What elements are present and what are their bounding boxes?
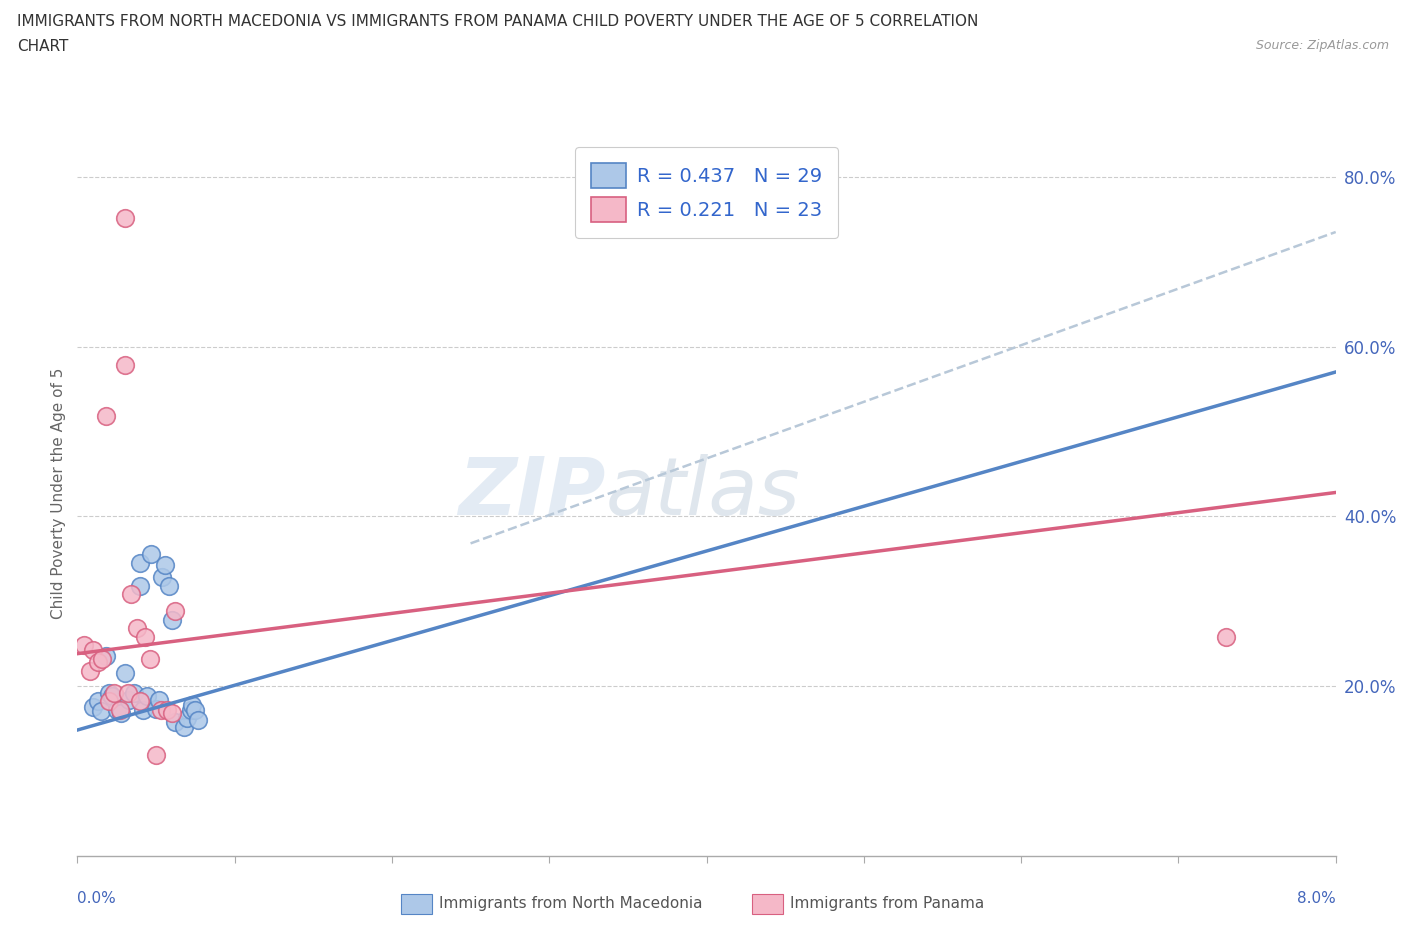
Point [187, 712, 209, 727]
Point [101, 688, 124, 703]
Point [145, 748, 167, 763]
Text: ZIP: ZIP [458, 454, 606, 532]
Point [141, 547, 163, 562]
Point [114, 358, 136, 373]
Point [145, 701, 167, 716]
Point [114, 210, 136, 225]
Point [127, 621, 149, 636]
Point [132, 702, 155, 717]
Point [184, 702, 207, 717]
Point [94, 408, 117, 423]
Point [134, 630, 156, 644]
Point [120, 587, 142, 602]
Point [135, 688, 157, 703]
Y-axis label: Child Poverty Under the Age of 5: Child Poverty Under the Age of 5 [51, 367, 66, 618]
Point [108, 702, 131, 717]
Point [156, 702, 179, 717]
Point [90, 704, 112, 719]
Point [180, 702, 202, 717]
Legend: R = 0.437   N = 29, R = 0.221   N = 23: R = 0.437 N = 29, R = 0.221 N = 23 [575, 147, 838, 238]
Point [163, 714, 186, 729]
Point [82, 643, 104, 658]
Point [114, 666, 136, 681]
Point [91, 651, 114, 666]
Text: Source: ZipAtlas.com: Source: ZipAtlas.com [1256, 39, 1389, 52]
Point [118, 693, 141, 708]
Point [94, 649, 117, 664]
Point [173, 719, 195, 734]
Point [176, 711, 198, 725]
Point [1215, 630, 1237, 644]
Point [87, 655, 110, 670]
Point [157, 578, 180, 593]
Point [117, 685, 139, 700]
Point [155, 558, 177, 573]
Point [181, 698, 204, 712]
Point [129, 555, 152, 570]
Point [87, 694, 110, 709]
Text: Immigrants from North Macedonia: Immigrants from North Macedonia [439, 897, 702, 911]
Text: 0.0%: 0.0% [77, 891, 117, 906]
Text: atlas: atlas [606, 454, 800, 532]
Point [148, 693, 170, 708]
Point [82, 699, 104, 714]
Point [103, 685, 125, 700]
Point [122, 685, 145, 700]
Text: CHART: CHART [17, 39, 69, 54]
Point [79, 663, 101, 678]
Point [129, 694, 152, 709]
Point [160, 612, 183, 627]
Point [110, 706, 132, 721]
Text: IMMIGRANTS FROM NORTH MACEDONIA VS IMMIGRANTS FROM PANAMA CHILD POVERTY UNDER TH: IMMIGRANTS FROM NORTH MACEDONIA VS IMMIG… [17, 14, 979, 29]
Point [97, 685, 120, 700]
Point [129, 578, 152, 593]
Point [149, 702, 172, 717]
Text: Immigrants from Panama: Immigrants from Panama [790, 897, 984, 911]
Point [105, 702, 128, 717]
Point [72, 638, 94, 653]
Point [138, 651, 160, 666]
Point [97, 694, 120, 709]
Point [160, 706, 183, 721]
Point [150, 570, 173, 585]
Text: 8.0%: 8.0% [1296, 891, 1336, 906]
Point [163, 604, 186, 618]
